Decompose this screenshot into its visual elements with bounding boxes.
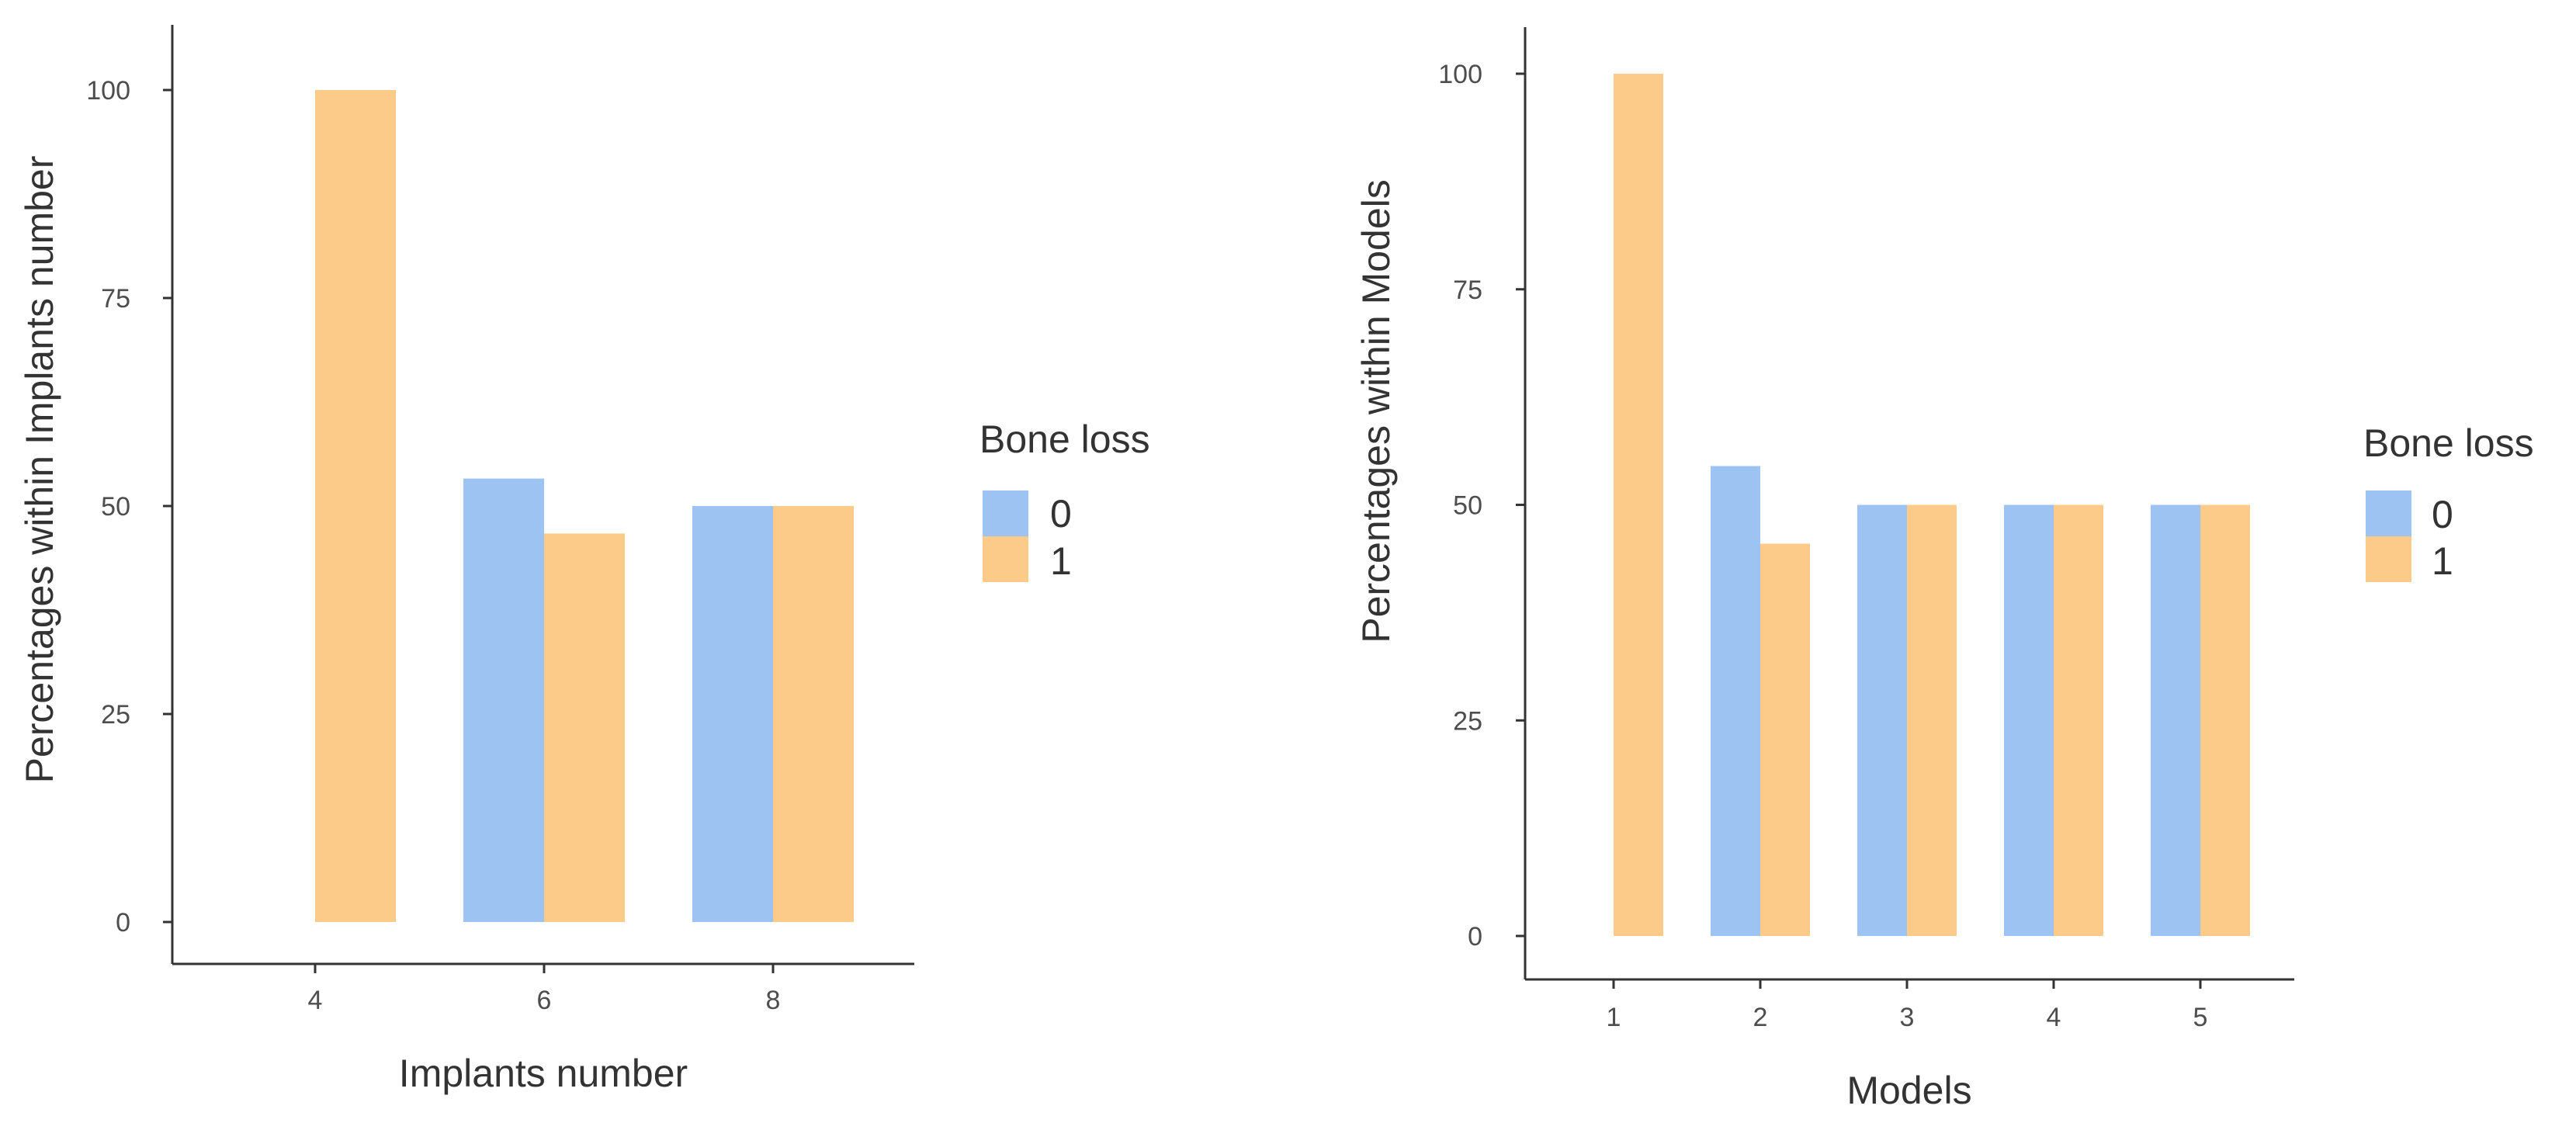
legend-title: Bone loss — [979, 418, 1150, 461]
x-tick-label: 1 — [1607, 1003, 1621, 1032]
bars — [315, 90, 854, 922]
y-tick-label: 50 — [101, 492, 130, 522]
bar-5-series-1 — [2200, 504, 2250, 936]
bar-4-series-1 — [2054, 504, 2103, 936]
legend-label-1: 1 — [1050, 539, 1072, 583]
y-axis-title: Percentages within Implants number — [18, 156, 61, 784]
y-tick-label: 0 — [1468, 922, 1482, 951]
legend-swatch-0 — [2366, 490, 2411, 536]
legend-title: Bone loss — [2363, 421, 2534, 465]
legend-label-0: 0 — [2432, 493, 2453, 536]
y-tick-label: 100 — [86, 76, 130, 106]
bar-6-series-1 — [544, 533, 625, 922]
x-tick-label: 5 — [2193, 1003, 2208, 1032]
y-axis-ticks: 0 25 50 75 100 — [1438, 60, 1525, 951]
legend-label-0: 0 — [1050, 492, 1072, 536]
bar-3-series-1 — [1907, 504, 1957, 936]
legend-swatch-1 — [2366, 536, 2411, 582]
legend-swatch-0 — [983, 490, 1028, 536]
y-axis-ticks: 0 25 50 75 100 — [86, 76, 172, 938]
x-tick-label: 3 — [1900, 1003, 1915, 1032]
bars — [1614, 74, 2250, 936]
bar-8-series-0 — [692, 506, 773, 922]
legend-label-1: 1 — [2432, 539, 2453, 583]
bar-3-series-0 — [1857, 504, 1907, 936]
legend-swatch-1 — [983, 536, 1028, 582]
y-tick-label: 25 — [1453, 706, 1482, 736]
x-tick-label: 2 — [1753, 1003, 1768, 1032]
y-axis-title: Percentages within Models — [1354, 179, 1398, 643]
legend: Bone loss 0 1 — [2363, 421, 2534, 583]
x-tick-label: 6 — [537, 986, 552, 1015]
bar-2-series-1 — [1760, 543, 1810, 936]
bar-5-series-0 — [2151, 504, 2200, 936]
x-axis-ticks: 1 2 3 4 5 — [1607, 979, 2208, 1032]
x-axis-title: Implants number — [399, 1052, 688, 1095]
x-tick-label: 4 — [2047, 1003, 2061, 1032]
y-tick-label: 75 — [101, 284, 130, 314]
bar-6-series-0 — [463, 478, 544, 922]
x-tick-label: 4 — [308, 986, 323, 1015]
x-axis-ticks: 4 6 8 — [308, 964, 781, 1015]
y-tick-label: 75 — [1453, 276, 1482, 305]
chart-implants-number: Percentages within Implants number 0 25 50… — [18, 25, 1150, 1095]
bar-8-series-1 — [773, 506, 854, 922]
bar-4-series-0 — [2004, 504, 2054, 936]
y-tick-label: 100 — [1438, 60, 1482, 89]
y-tick-label: 0 — [116, 908, 130, 938]
y-tick-label: 25 — [101, 700, 130, 730]
bar-2-series-0 — [1711, 466, 1760, 936]
legend: Bone loss 0 1 — [979, 418, 1150, 583]
x-tick-label: 8 — [766, 986, 781, 1015]
bar-4-series-1 — [315, 90, 396, 922]
x-axis-title: Models — [1846, 1069, 1971, 1112]
y-tick-label: 50 — [1453, 491, 1482, 521]
bar-1-series-1 — [1614, 74, 1663, 936]
